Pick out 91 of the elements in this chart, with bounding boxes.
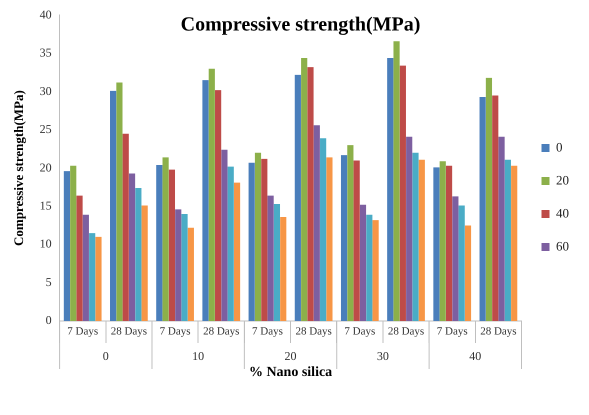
text: 20 [284, 349, 297, 364]
bar [89, 233, 96, 321]
bar [433, 167, 440, 321]
y-tick-label: 15 [40, 198, 52, 212]
y-tick-label: 10 [40, 236, 52, 251]
bar [268, 196, 274, 321]
bar [418, 160, 425, 321]
bar [464, 225, 472, 321]
text: 0 [102, 349, 109, 364]
bar [254, 152, 262, 321]
x-tick-label: 28 Days [295, 325, 332, 338]
bar [354, 160, 360, 321]
bar [280, 217, 286, 321]
bar [440, 161, 446, 321]
bar [64, 171, 70, 321]
bar [511, 166, 518, 321]
bar [128, 173, 136, 321]
bar [82, 214, 89, 321]
bar [366, 214, 372, 321]
bar [307, 67, 314, 321]
x-tick-label: 28 Days [110, 325, 148, 338]
y-axis-title: Compressive strength(MPa) [11, 90, 26, 246]
bar [175, 209, 182, 321]
text: 40 [469, 349, 482, 364]
bar [320, 138, 326, 321]
chart-title: Compressive strength(MPa) [180, 13, 420, 36]
bar [156, 165, 162, 321]
y-tick-label: 20 [40, 160, 52, 174]
bar [76, 196, 83, 321]
bar [248, 162, 255, 321]
bar [188, 228, 194, 321]
bar [116, 82, 123, 321]
bar [314, 125, 320, 321]
x-tick-label: 7 Days [160, 325, 191, 338]
legend-label: 20 [556, 172, 569, 188]
bar [234, 182, 240, 321]
bar [274, 204, 280, 321]
bar [122, 134, 129, 321]
bar [110, 90, 116, 321]
bar [452, 196, 458, 321]
bar [372, 220, 379, 321]
bar [393, 41, 400, 321]
bar [162, 157, 169, 321]
bar [142, 206, 148, 321]
bar [406, 136, 412, 321]
bar [492, 95, 498, 321]
bar [347, 145, 354, 321]
bar [400, 66, 406, 321]
bar [301, 58, 308, 321]
bar [135, 188, 142, 321]
x-tick-label: 7 Days [67, 325, 98, 338]
bar [228, 166, 234, 321]
bar [168, 170, 176, 321]
bar [215, 90, 222, 321]
bar [360, 204, 366, 321]
y-tick-label: 35 [40, 46, 52, 60]
bar [208, 68, 215, 321]
y-tick-label: 5 [46, 274, 52, 289]
bar [70, 166, 76, 321]
bar [202, 80, 209, 321]
x-tick-label: 28 Days [203, 325, 240, 338]
legend-label: 0 [556, 139, 562, 154]
bar [504, 160, 511, 321]
x-tick-label: 28 Days [480, 325, 517, 338]
bar [498, 136, 505, 321]
bar [294, 74, 301, 321]
x-axis-title: % Nano silica [248, 365, 332, 380]
x-tick-label: 28 Days [388, 325, 424, 338]
bar [486, 78, 492, 321]
text: 30 [376, 349, 389, 364]
x-tick-label: 7 Days [344, 325, 376, 338]
bar [387, 58, 394, 321]
bar [181, 214, 188, 321]
bar [412, 152, 419, 321]
bar [95, 236, 102, 321]
x-tick-label: 7 Days [252, 325, 283, 338]
bar [261, 158, 268, 321]
y-tick-label: 40 [40, 7, 52, 22]
bar [221, 150, 228, 321]
bar [326, 157, 333, 321]
y-tick-label: 30 [40, 84, 52, 98]
bar [446, 166, 452, 321]
text: 10 [192, 349, 204, 364]
bar [340, 155, 348, 321]
legend-label: 40 [556, 205, 569, 220]
y-tick-label: 25 [40, 122, 52, 136]
bar [458, 206, 465, 321]
y-tick-label: 0 [46, 313, 52, 328]
bar [480, 97, 486, 321]
legend-label: 60 [556, 238, 569, 254]
x-tick-label: 7 Days [436, 325, 468, 338]
